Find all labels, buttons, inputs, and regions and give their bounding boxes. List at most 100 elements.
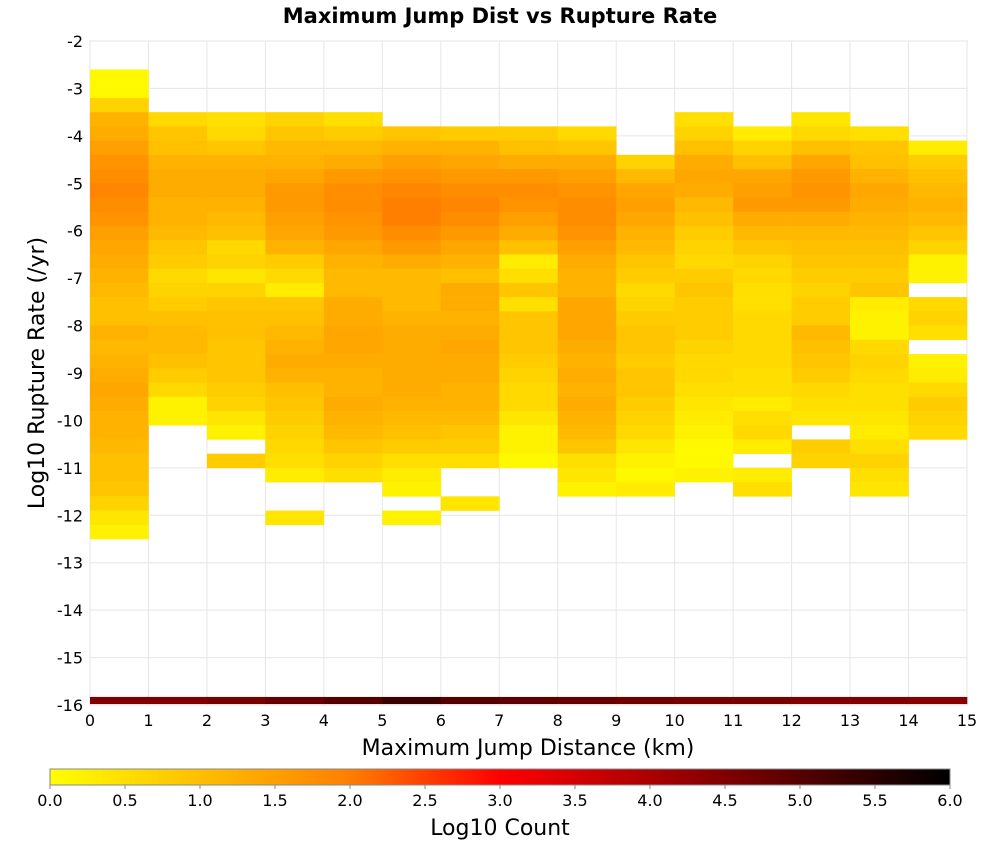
heatmap-cell <box>791 325 851 341</box>
heatmap-cell <box>323 696 383 705</box>
heatmap-cell <box>90 354 149 369</box>
heatmap-cell <box>265 211 325 227</box>
x-tick-label: 9 <box>611 711 621 730</box>
colorbar-label: Log10 Count <box>430 816 570 841</box>
heatmap-cell <box>557 325 617 341</box>
heatmap-cell <box>323 297 383 312</box>
heatmap-cell <box>90 368 149 383</box>
heatmap-cell <box>265 410 325 426</box>
heatmap-cell <box>265 382 325 398</box>
heatmap-cell <box>791 439 851 454</box>
heatmap-cell <box>206 311 266 326</box>
heatmap-cell <box>440 410 500 426</box>
heatmap-cell <box>733 225 792 241</box>
heatmap-cell <box>616 297 675 312</box>
heatmap-cell <box>90 410 149 426</box>
x-tick-label: 1 <box>143 711 153 730</box>
y-tick-label: -7 <box>67 269 83 288</box>
heatmap-cell <box>850 169 909 184</box>
heatmap-cell <box>323 453 383 469</box>
heatmap-cell <box>206 282 266 298</box>
heatmap-cell <box>382 339 442 355</box>
heatmap-cell <box>616 482 675 497</box>
x-tick-label: 11 <box>723 711 743 730</box>
y-tick-label: -4 <box>67 127 83 146</box>
heatmap-cell <box>265 325 325 341</box>
x-tick-label: 15 <box>957 711 977 730</box>
heatmap-cell <box>499 396 559 412</box>
colorbar-tick-label: 1.0 <box>187 791 212 810</box>
heatmap-cell <box>499 169 559 184</box>
heatmap-cell <box>674 211 734 227</box>
heatmap-cell <box>265 467 325 483</box>
heatmap-cell <box>265 696 325 705</box>
heatmap-cell <box>440 368 500 383</box>
heatmap-cell <box>674 425 734 440</box>
y-tick-label: -5 <box>67 174 83 193</box>
heatmap-cell <box>908 382 968 398</box>
heatmap-cell <box>440 282 500 298</box>
heatmap-cell <box>499 197 559 213</box>
heatmap-cell <box>323 368 383 383</box>
heatmap-cell <box>90 154 149 170</box>
heatmap-cell <box>616 425 675 440</box>
heatmap-cell <box>206 126 266 141</box>
heatmap-cell <box>90 225 149 241</box>
heatmap-cell <box>323 197 383 213</box>
heatmap-cell <box>440 268 500 284</box>
heatmap-cell <box>733 354 792 369</box>
heatmap-cell <box>850 154 909 170</box>
heatmap-cell <box>791 410 851 426</box>
heatmap-cell <box>791 382 851 398</box>
colorbar-tick-label: 0.5 <box>112 791 137 810</box>
heatmap-cell <box>616 325 675 341</box>
heatmap-cell <box>206 339 266 355</box>
heatmap-cell <box>850 268 909 284</box>
heatmap-cell <box>90 482 149 497</box>
x-tick-label: 7 <box>494 711 504 730</box>
heatmap-cell <box>850 211 909 227</box>
heatmap-cell <box>791 225 851 241</box>
heatmap-cell <box>148 225 208 241</box>
heatmap-cell <box>382 311 442 326</box>
heatmap-cell <box>440 169 500 184</box>
heatmap-cell <box>148 354 208 369</box>
y-tick-label: -13 <box>57 554 83 573</box>
heatmap-cell <box>791 211 851 227</box>
heatmap-cell <box>265 339 325 355</box>
heatmap-cell <box>733 396 792 412</box>
heatmap-cell <box>265 197 325 213</box>
heatmap-cell <box>557 140 617 156</box>
heatmap-cell <box>557 467 617 483</box>
heatmap-cell <box>908 425 968 440</box>
heatmap-cell <box>265 225 325 241</box>
x-tick-label: 6 <box>436 711 446 730</box>
heatmap-cell <box>733 268 792 284</box>
heatmap-cell <box>499 339 559 355</box>
heatmap-cell <box>791 453 851 469</box>
heatmap-cell <box>499 425 559 440</box>
heatmap-cell <box>148 325 208 341</box>
heatmap-cell <box>791 126 851 141</box>
colorbar-tick-label: 5.5 <box>862 791 887 810</box>
heatmap-cell <box>499 297 559 312</box>
x-tick-labels: 0 1 2 3 4 5 6 7 8 9 10 11 12 13 14 15 <box>85 711 977 730</box>
y-tick-label: -11 <box>57 459 83 478</box>
heatmap-cell <box>674 339 734 355</box>
heatmap-cell <box>90 496 149 511</box>
heatmap-cell <box>557 211 617 227</box>
x-tick-label: 3 <box>260 711 270 730</box>
heatmap-cell <box>265 240 325 255</box>
heatmap-cell <box>382 425 442 440</box>
heatmap-cell <box>265 510 325 526</box>
heatmap-cell <box>382 126 442 141</box>
heatmap-cell <box>850 368 909 383</box>
heatmap-cell <box>733 183 792 198</box>
heatmap-cell <box>674 297 734 312</box>
heatmap-cell <box>382 325 442 341</box>
heatmap-cell <box>791 112 851 127</box>
heatmap-cell <box>382 169 442 184</box>
heatmap-cell <box>265 169 325 184</box>
heatmap-cell <box>674 140 734 156</box>
heatmap-cell <box>499 354 559 369</box>
